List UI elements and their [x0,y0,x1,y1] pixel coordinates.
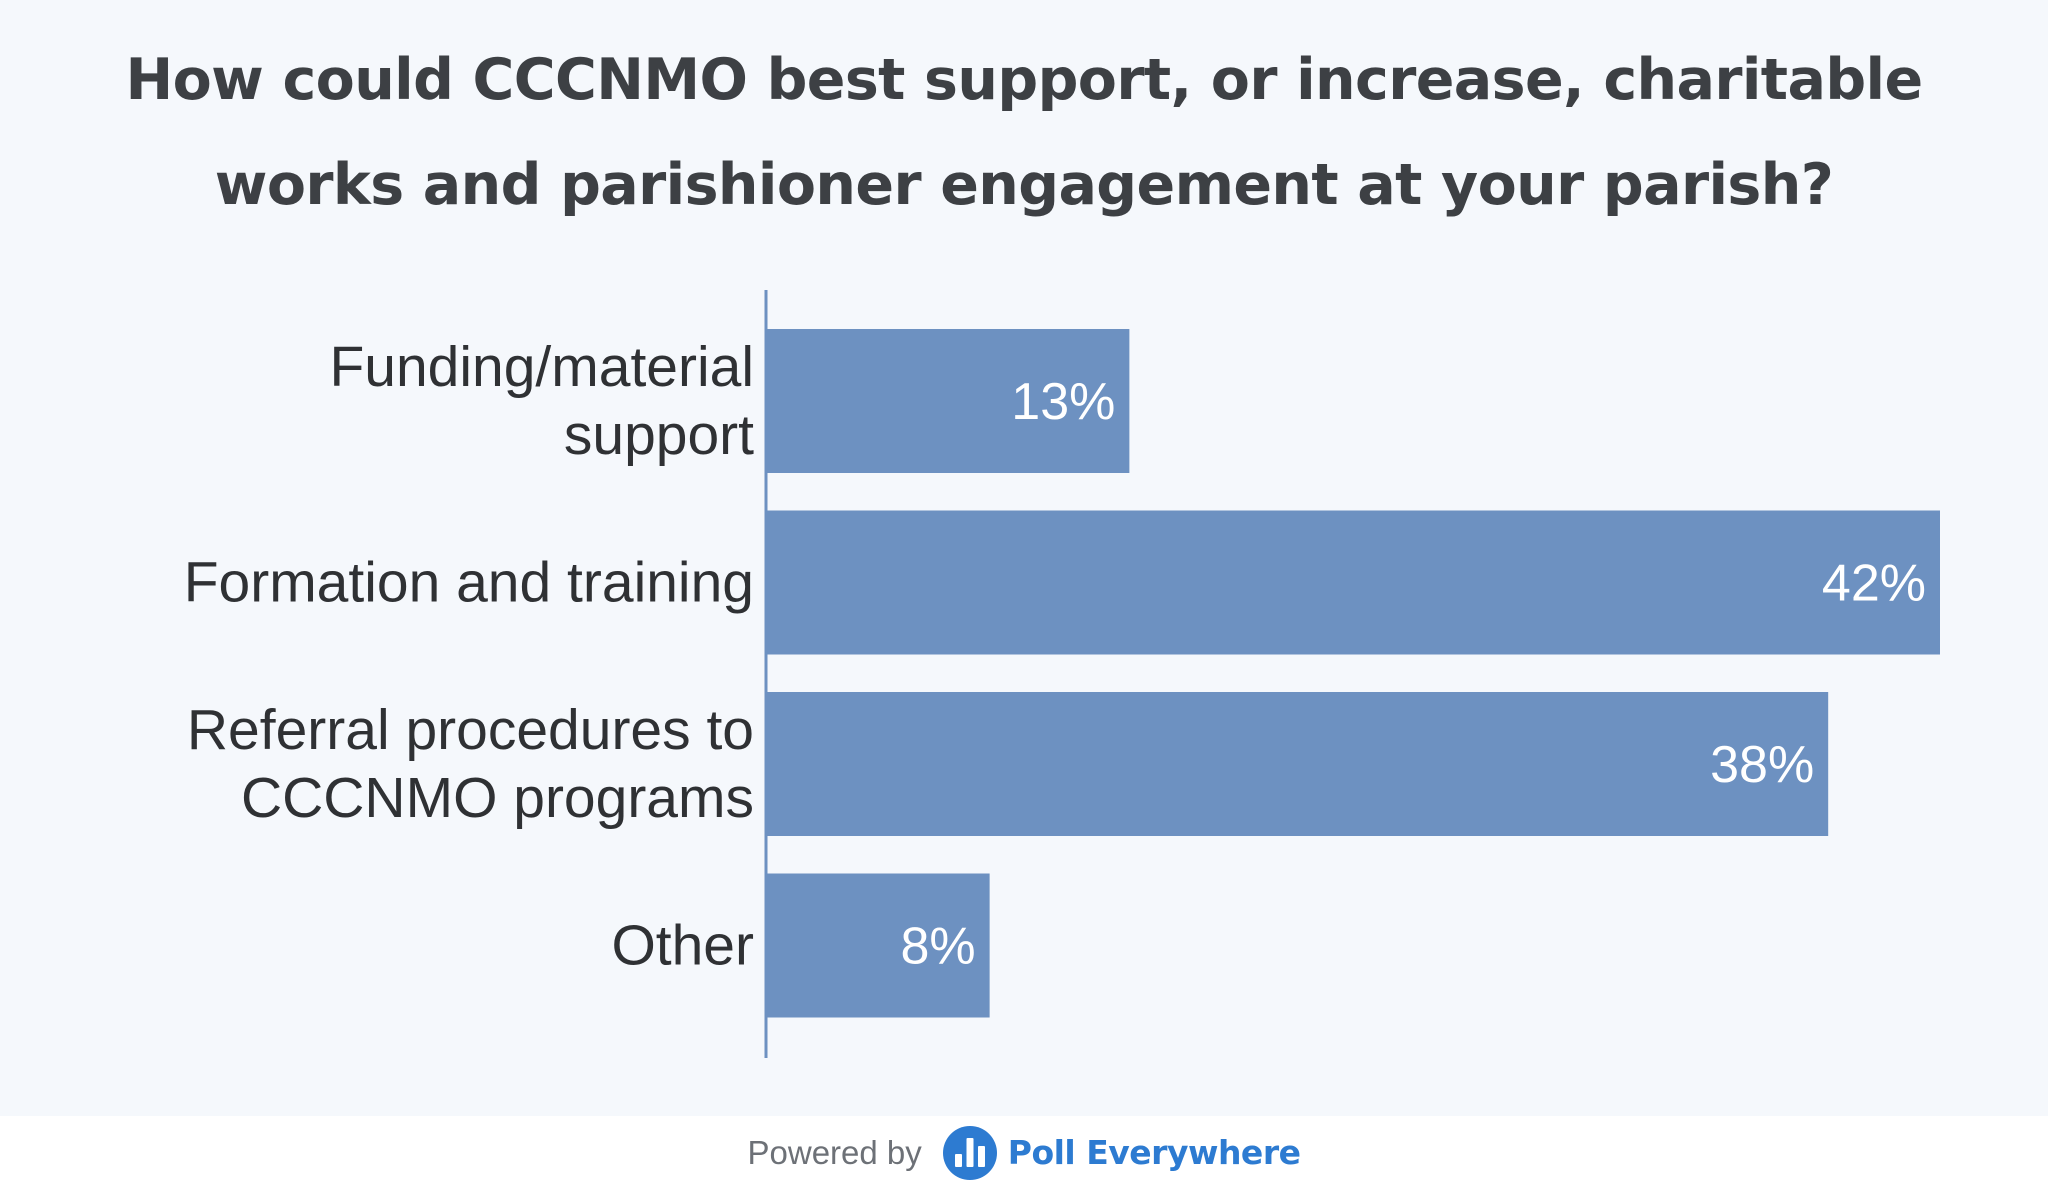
category-label-line: support [564,403,754,467]
poll-everywhere-bars-icon[interactable] [942,1125,998,1181]
category-label-1: Formation and training [184,551,754,615]
poll-panel: How could CCCNMO best support, or increa… [125,47,1940,1058]
value-label-3: 8% [900,918,975,976]
value-label-0: 13% [1011,373,1115,431]
bar-1 [766,510,1940,655]
bar-chart: 13% Funding/material support 42% Formation a… [184,290,1940,1058]
value-label-2: 38% [1710,736,1814,794]
category-label-line: Referral procedures to [187,698,754,762]
category-label-line: Formation and training [184,551,754,615]
footer: Powered by Poll Everywhere [0,1116,2048,1189]
category-label-3: Other [611,914,754,978]
footer-content: Powered by Poll Everywhere [0,1116,2048,1189]
bar-3 [766,873,990,1018]
bar-0 [766,329,1130,473]
powered-by-text: Powered by [747,1133,922,1171]
bar-2 [766,692,1829,836]
category-label-2: Referral procedures to CCCNMO programs [187,698,754,830]
poll-everywhere-brand[interactable]: Poll Everywhere [1007,1133,1301,1172]
poll-title: How could CCCNMO best support, or increa… [125,47,1923,218]
category-label-line: Other [611,914,754,978]
category-label-line: Funding/material [329,335,754,399]
category-label-line: CCCNMO programs [241,766,754,830]
value-label-1: 42% [1822,555,1926,613]
category-label-0: Funding/material support [329,335,754,467]
